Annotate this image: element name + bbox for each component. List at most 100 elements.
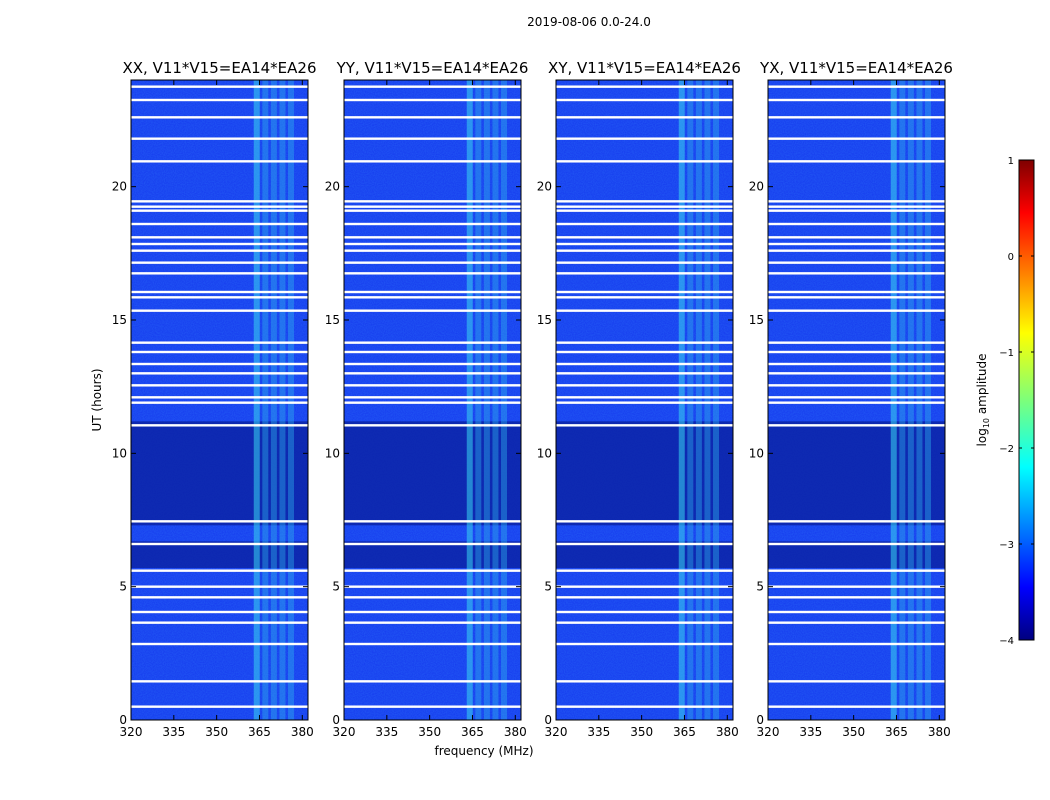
flagged-row xyxy=(556,160,733,163)
panels: XX, V11*V15=EA14*EA26 320 335 350 365 380 0 5 10… xyxy=(112,59,953,739)
flagged-row xyxy=(556,222,733,226)
flagged-row xyxy=(556,585,733,588)
flagged-row xyxy=(344,520,521,523)
flagged-row xyxy=(131,205,308,208)
colorbar-tick-label: 1 xyxy=(1008,156,1014,167)
y-tick-label: 10 xyxy=(537,446,552,460)
panel-1: XX, V11*V15=EA14*EA26 320 335 350 365 380 0 5 10… xyxy=(112,59,317,739)
flagged-row xyxy=(131,296,308,299)
flagged-row xyxy=(556,350,733,354)
x-tick-label: 365 xyxy=(673,725,696,739)
x-tick-label: 365 xyxy=(248,725,271,739)
flagged-row xyxy=(556,200,733,203)
rfi-channel-band xyxy=(687,80,694,720)
x-tick-label: 320 xyxy=(120,725,143,739)
flagged-row xyxy=(556,116,733,119)
flagged-row xyxy=(131,200,308,203)
rfi-channel-band xyxy=(925,80,932,720)
x-tick-label: 350 xyxy=(205,725,228,739)
flagged-row xyxy=(131,209,308,212)
flagged-row xyxy=(344,290,521,294)
flagged-row xyxy=(131,350,308,354)
low-amplitude-region xyxy=(556,421,733,526)
y-tick-label: 0 xyxy=(756,713,764,727)
flagged-row xyxy=(131,585,308,588)
rfi-channel-band xyxy=(678,80,685,720)
x-tick-label: 350 xyxy=(630,725,653,739)
figure-suptitle: 2019-08-06 0.0-24.0 xyxy=(527,15,651,29)
flagged-row xyxy=(131,401,308,404)
spectrogram-noise xyxy=(768,80,945,720)
flagged-row xyxy=(344,705,521,708)
panel-4: YX, V11*V15=EA14*EA26 320 335 350 365 380 0 5 10… xyxy=(749,59,953,739)
y-tick-label: 0 xyxy=(544,713,552,727)
flagged-row xyxy=(768,542,945,546)
rfi-channel-band xyxy=(916,80,923,720)
y-tick-label: 20 xyxy=(325,180,340,194)
flagged-row xyxy=(131,372,308,375)
panel-2: YY, V11*V15=EA14*EA26 320 335 350 365 380 0 5 10… xyxy=(325,59,529,739)
x-tick-label: 380 xyxy=(504,725,527,739)
flagged-row xyxy=(344,585,521,588)
x-tick-label: 335 xyxy=(799,725,822,739)
flagged-row xyxy=(556,341,733,344)
low-amplitude-region xyxy=(556,541,733,568)
spectrogram-noise xyxy=(131,80,308,720)
flagged-row xyxy=(556,309,733,312)
rfi-channel-band xyxy=(253,80,260,720)
x-tick-label: 350 xyxy=(418,725,441,739)
x-tick-label: 335 xyxy=(162,725,185,739)
flagged-row xyxy=(768,596,945,599)
flagged-row xyxy=(344,272,521,275)
flagged-row xyxy=(556,424,733,427)
colorbar-tick-label: −2 xyxy=(999,444,1014,455)
flagged-row xyxy=(131,309,308,312)
flagged-row xyxy=(768,290,945,294)
rfi-channel-band xyxy=(288,80,295,720)
low-amplitude-region xyxy=(344,541,521,568)
flagged-row xyxy=(131,290,308,294)
flagged-row xyxy=(556,137,733,140)
flagged-row xyxy=(768,642,945,646)
flagged-row xyxy=(556,705,733,708)
flagged-row xyxy=(344,116,521,119)
rfi-channel-band xyxy=(501,80,508,720)
flagged-row xyxy=(131,680,308,683)
flagged-row xyxy=(768,362,945,366)
flagged-row xyxy=(556,236,733,239)
panel-title: XX, V11*V15=EA14*EA26 xyxy=(122,59,316,77)
flagged-row xyxy=(768,569,945,572)
flagged-row xyxy=(768,621,945,624)
flagged-row xyxy=(768,85,945,88)
flagged-row xyxy=(344,236,521,239)
y-tick-label: 15 xyxy=(537,313,552,327)
flagged-row xyxy=(556,261,733,264)
flagged-row xyxy=(556,621,733,624)
x-tick-label: 380 xyxy=(291,725,314,739)
x-tick-label: 335 xyxy=(375,725,398,739)
flagged-row xyxy=(344,242,521,246)
flagged-row xyxy=(131,384,308,387)
flagged-row xyxy=(556,372,733,375)
flagged-row xyxy=(344,350,521,354)
y-tick-label: 5 xyxy=(119,580,127,594)
flagged-row xyxy=(768,384,945,387)
flagged-row xyxy=(131,362,308,366)
y-tick-label: 10 xyxy=(112,446,127,460)
rfi-channel-band xyxy=(713,80,720,720)
flagged-row xyxy=(131,85,308,88)
flagged-row xyxy=(556,596,733,599)
flagged-row xyxy=(768,401,945,404)
flagged-row xyxy=(344,401,521,404)
y-tick-label: 0 xyxy=(119,713,127,727)
flagged-row xyxy=(556,396,733,399)
y-tick-label: 20 xyxy=(112,180,127,194)
x-tick-label: 335 xyxy=(587,725,610,739)
colorbar-tick-label: −4 xyxy=(999,636,1014,647)
flagged-row xyxy=(556,384,733,387)
flagged-row xyxy=(556,401,733,404)
flagged-row xyxy=(768,222,945,226)
flagged-row xyxy=(768,116,945,119)
y-tick-label: 20 xyxy=(749,180,764,194)
